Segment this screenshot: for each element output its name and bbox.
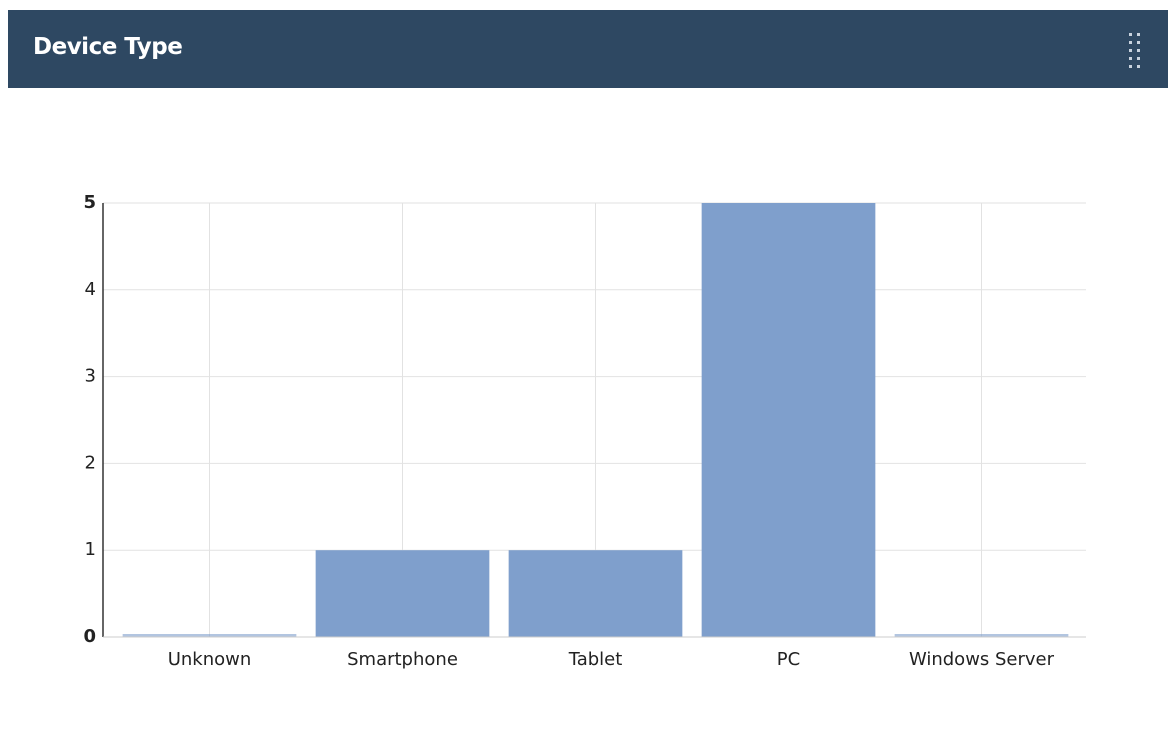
x-tick-label: Smartphone bbox=[347, 649, 458, 670]
y-tick-label: 1 bbox=[85, 539, 96, 560]
bar bbox=[122, 634, 297, 637]
x-tick-label: Unknown bbox=[168, 649, 252, 670]
bar bbox=[508, 550, 683, 637]
y-tick-label: 0 bbox=[83, 626, 96, 647]
y-tick-label: 2 bbox=[85, 452, 96, 473]
x-tick-label: Windows Server bbox=[909, 649, 1055, 670]
widget-header: Device Type bbox=[8, 10, 1168, 88]
drag-handle[interactable] bbox=[1128, 32, 1142, 68]
y-tick-label: 3 bbox=[85, 366, 96, 387]
bar bbox=[701, 203, 876, 637]
y-tick-label: 5 bbox=[83, 192, 96, 213]
x-tick-label: Tablet bbox=[568, 649, 623, 670]
x-tick-label: PC bbox=[777, 649, 800, 670]
bar bbox=[894, 634, 1069, 637]
y-tick-label: 4 bbox=[85, 279, 96, 300]
bar bbox=[315, 550, 490, 637]
widget-title: Device Type bbox=[33, 34, 183, 60]
